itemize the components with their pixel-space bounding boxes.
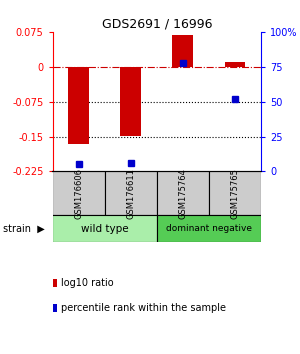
Bar bbox=[157, 216, 261, 242]
Bar bbox=[157, 171, 209, 216]
Bar bbox=[172, 35, 193, 67]
Bar bbox=[209, 171, 261, 216]
Bar bbox=[105, 171, 157, 216]
Bar bbox=[52, 216, 157, 242]
Bar bbox=[120, 67, 141, 136]
Text: wild type: wild type bbox=[81, 224, 128, 234]
Text: GSM176611: GSM176611 bbox=[126, 168, 135, 219]
Text: GSM176606: GSM176606 bbox=[74, 168, 83, 219]
Text: GSM175764: GSM175764 bbox=[178, 168, 187, 219]
Bar bbox=[224, 62, 245, 67]
Title: GDS2691 / 16996: GDS2691 / 16996 bbox=[101, 18, 212, 31]
Text: dominant negative: dominant negative bbox=[166, 224, 252, 234]
Text: log10 ratio: log10 ratio bbox=[61, 278, 114, 288]
Bar bbox=[52, 171, 105, 216]
Text: percentile rank within the sample: percentile rank within the sample bbox=[61, 303, 226, 313]
Text: strain  ▶: strain ▶ bbox=[3, 224, 45, 234]
Bar bbox=[68, 67, 89, 143]
Text: GSM175765: GSM175765 bbox=[230, 168, 239, 219]
